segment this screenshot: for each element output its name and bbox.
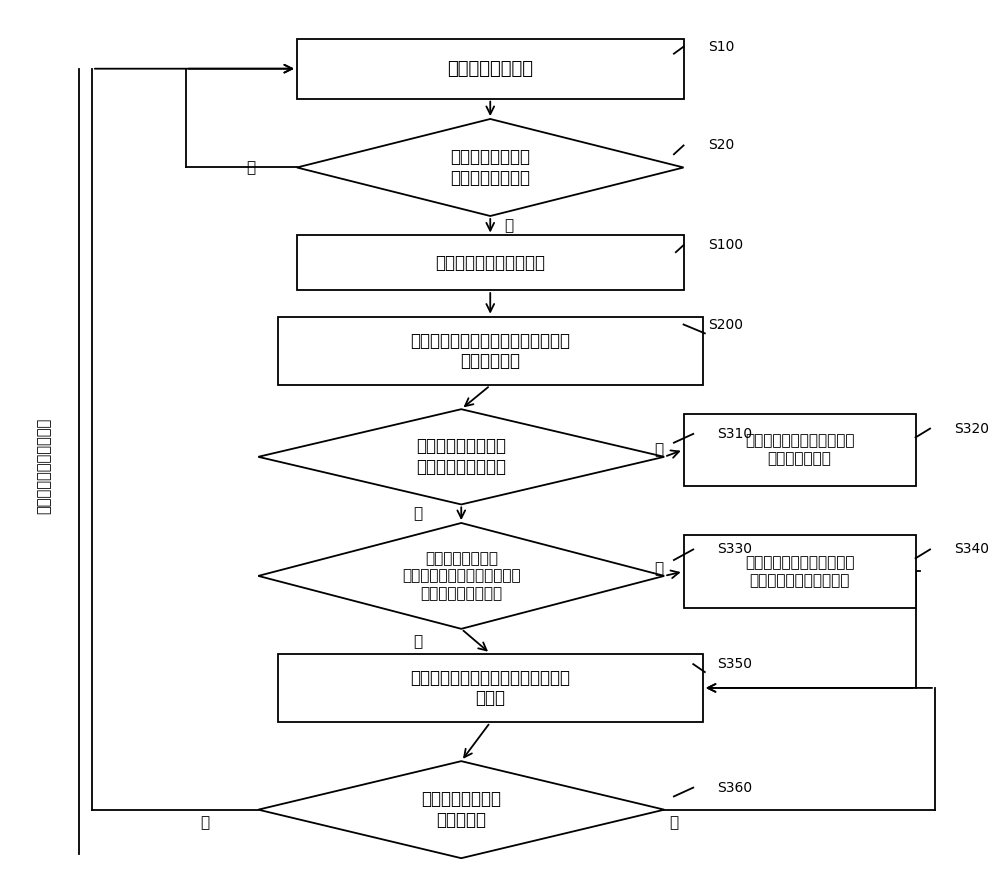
- Bar: [297, 39, 684, 99]
- Text: 判断所述温度差值
是否在所述最小预设差值至所
述最大预设差值之间: 判断所述温度差值 是否在所述最小预设差值至所 述最大预设差值之间: [402, 551, 521, 601]
- Polygon shape: [258, 523, 664, 629]
- Text: 控制智能系统工作: 控制智能系统工作: [447, 60, 533, 78]
- Text: 否: 否: [413, 633, 422, 649]
- Polygon shape: [258, 761, 664, 858]
- Bar: [297, 236, 684, 290]
- Text: S350: S350: [717, 657, 752, 671]
- Text: 否: 否: [413, 506, 422, 521]
- Text: 是: 是: [201, 815, 210, 831]
- Text: 控制所述化霜加热器按照最
大预设功率运行: 控制所述化霜加热器按照最 大预设功率运行: [745, 434, 854, 466]
- Text: 是: 是: [655, 562, 664, 576]
- Polygon shape: [297, 119, 684, 216]
- Polygon shape: [258, 409, 664, 504]
- Text: 根据预设公式控制所述化霜
加热器逐渐减小运行功率: 根据预设公式控制所述化霜 加热器逐渐减小运行功率: [745, 556, 854, 588]
- Text: S10: S10: [708, 39, 734, 54]
- Bar: [278, 316, 703, 385]
- Text: 控制化霜加热器停止工作: 控制化霜加热器停止工作: [36, 418, 51, 513]
- Bar: [278, 653, 703, 722]
- Bar: [684, 535, 916, 607]
- Text: 判断所述制冷系统
是否满足化霜条件: 判断所述制冷系统 是否满足化霜条件: [450, 148, 530, 187]
- Text: 判断所述温度差值是
否大于最大预设差值: 判断所述温度差值是 否大于最大预设差值: [416, 437, 506, 476]
- Text: S310: S310: [717, 426, 753, 441]
- Text: 判断所述温度差值
是否等于零: 判断所述温度差值 是否等于零: [421, 790, 501, 829]
- Text: 是: 是: [655, 443, 664, 457]
- Text: S360: S360: [717, 780, 753, 795]
- Text: S20: S20: [708, 139, 734, 152]
- Text: 检测制冷系统的当前温度: 检测制冷系统的当前温度: [435, 254, 545, 271]
- Text: S200: S200: [708, 317, 743, 332]
- Text: 是: 是: [505, 219, 514, 233]
- Text: S100: S100: [708, 238, 743, 252]
- Text: S330: S330: [717, 542, 752, 556]
- Text: 否: 否: [669, 815, 678, 831]
- Bar: [684, 414, 916, 486]
- Text: 控制所述化霜加热器按照最小预设功
率运行: 控制所述化霜加热器按照最小预设功 率运行: [410, 668, 570, 707]
- Text: 计算制冷系统化霜温度与所述当前温
度的温度差值: 计算制冷系统化霜温度与所述当前温 度的温度差值: [410, 332, 570, 370]
- Text: S320: S320: [954, 422, 989, 435]
- Text: 否: 否: [246, 160, 255, 175]
- Text: S340: S340: [954, 542, 989, 556]
